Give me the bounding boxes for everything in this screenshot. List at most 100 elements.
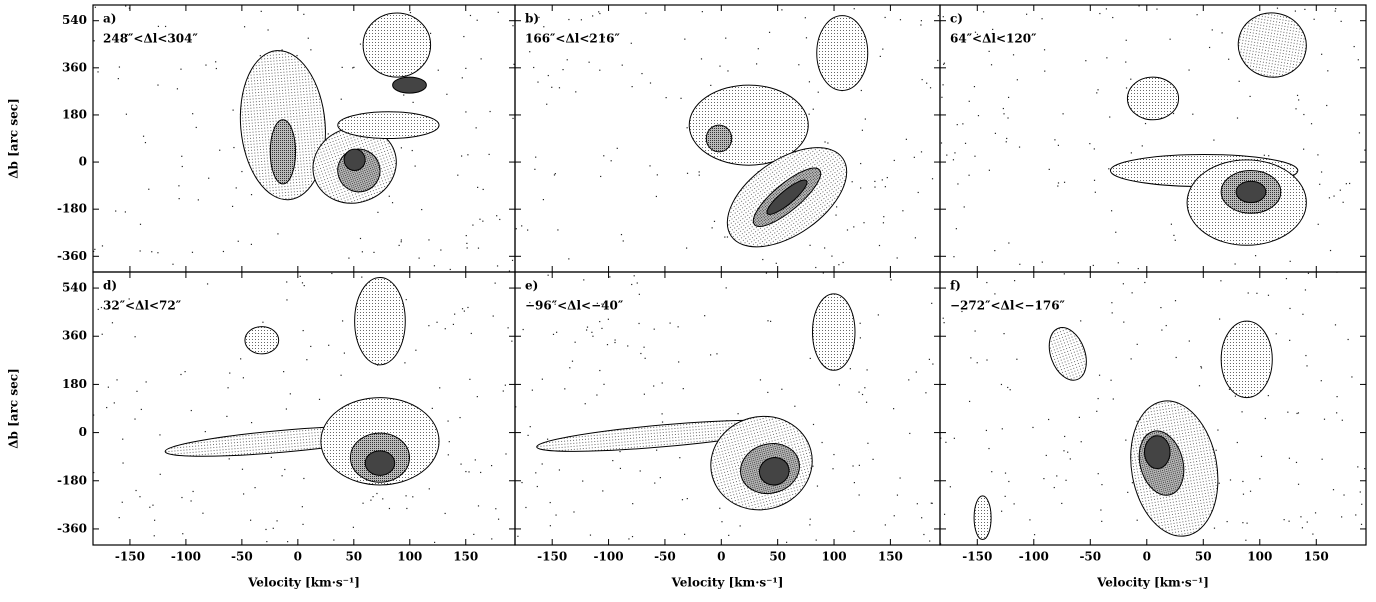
x-tick-label: 50	[1195, 550, 1212, 564]
noise	[1032, 426, 1034, 429]
noise	[241, 468, 244, 470]
noise	[1098, 374, 1101, 376]
x-tick-label: 150	[878, 550, 903, 564]
noise	[683, 533, 686, 535]
noise	[1001, 428, 1003, 430]
panel-title: 248″<Δl<304″	[103, 32, 198, 46]
noise	[815, 266, 817, 269]
noise	[631, 86, 633, 88]
noise	[591, 331, 593, 333]
panel-frame	[939, 271, 1367, 546]
noise	[1303, 148, 1305, 150]
x-tick-label: -150	[537, 550, 567, 564]
noise	[547, 274, 549, 276]
noise	[1173, 234, 1175, 236]
noise	[1295, 461, 1298, 464]
noise	[1359, 491, 1361, 493]
noise	[491, 538, 493, 540]
noise	[1196, 14, 1198, 16]
noise	[406, 507, 408, 510]
noise	[638, 293, 640, 295]
noise	[229, 372, 231, 374]
noise	[974, 31, 977, 33]
noise	[343, 352, 345, 354]
noise	[1111, 312, 1113, 314]
noise	[1357, 59, 1359, 61]
noise	[1351, 376, 1353, 378]
contour-region	[705, 124, 733, 153]
noise	[601, 327, 603, 330]
noise	[737, 413, 739, 415]
noise	[331, 272, 333, 275]
noise	[558, 87, 561, 89]
noise	[303, 13, 305, 15]
noise	[728, 534, 730, 536]
contour-region	[758, 457, 790, 486]
noise	[144, 141, 147, 144]
noise	[461, 308, 464, 310]
noise	[283, 371, 285, 373]
noise	[926, 82, 928, 84]
noise	[1317, 154, 1319, 156]
noise	[157, 84, 159, 86]
noise	[1004, 472, 1007, 474]
noise	[411, 149, 413, 152]
noise	[589, 534, 592, 536]
noise	[1200, 365, 1202, 368]
noise	[467, 154, 469, 156]
noise	[893, 159, 895, 162]
noise	[812, 108, 814, 110]
noise	[1078, 416, 1080, 418]
noise	[466, 242, 468, 244]
noise	[1327, 70, 1329, 72]
noise	[661, 413, 663, 415]
noise	[353, 66, 355, 68]
noise	[586, 326, 589, 328]
noise	[250, 422, 253, 424]
noise	[1048, 418, 1050, 421]
noise	[762, 258, 764, 261]
noise	[468, 471, 470, 473]
x-tick-label: -50	[231, 550, 253, 564]
noise	[640, 352, 642, 355]
noise	[136, 390, 138, 392]
x-tick-label: -100	[1019, 550, 1049, 564]
noise	[1002, 107, 1004, 110]
panel: -150 -100 -50 0 50 100 150 f) −272″<Δl<−176″ Velo…	[939, 271, 1367, 590]
x-tick-label: 100	[822, 550, 847, 564]
noise	[1056, 475, 1058, 477]
noise	[549, 525, 551, 527]
noise	[1013, 503, 1015, 505]
noise	[476, 19, 478, 21]
noise	[93, 250, 95, 253]
noise	[546, 103, 548, 105]
noise	[1188, 69, 1190, 71]
noise	[649, 82, 652, 84]
noise	[645, 12, 647, 14]
noise	[568, 258, 570, 260]
noise	[721, 521, 723, 523]
noise	[558, 469, 561, 471]
noise	[496, 265, 499, 267]
noise	[260, 10, 262, 12]
noise	[1069, 458, 1071, 460]
noise	[1287, 411, 1289, 413]
noise	[1306, 521, 1308, 523]
noise	[1217, 429, 1219, 431]
noise	[711, 227, 713, 229]
noise	[149, 506, 151, 508]
noise	[1364, 468, 1366, 470]
noise	[94, 248, 96, 250]
x-tick-label: 150	[1304, 550, 1329, 564]
noise	[974, 155, 976, 157]
noise	[1342, 201, 1344, 203]
noise	[382, 498, 384, 500]
noise	[1165, 324, 1167, 327]
noise	[860, 162, 862, 165]
contour-region	[1235, 180, 1267, 204]
noise	[1238, 80, 1240, 82]
noise	[157, 252, 159, 254]
noise	[954, 152, 956, 154]
noise	[164, 25, 167, 28]
noise	[798, 64, 800, 66]
